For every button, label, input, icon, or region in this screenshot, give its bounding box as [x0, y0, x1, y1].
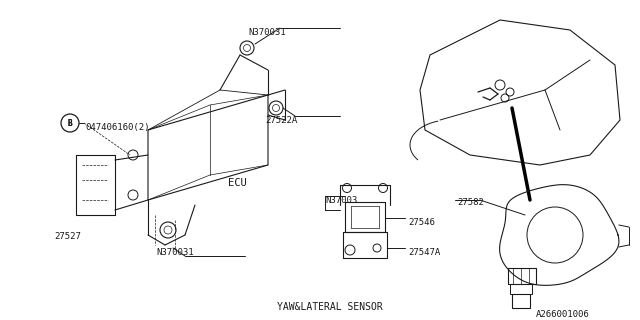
- Bar: [508, 268, 536, 284]
- Text: 047406160(2): 047406160(2): [85, 123, 150, 132]
- Text: 27522A: 27522A: [265, 116, 297, 125]
- Text: A266001006: A266001006: [536, 310, 590, 319]
- Text: 27546: 27546: [408, 218, 435, 227]
- Bar: [510, 284, 532, 294]
- Text: 27527: 27527: [54, 232, 81, 241]
- Text: B: B: [68, 118, 72, 127]
- Text: 27582: 27582: [457, 198, 484, 207]
- Text: YAW&LATERAL SENSOR: YAW&LATERAL SENSOR: [277, 302, 383, 312]
- Text: ECU: ECU: [228, 178, 247, 188]
- Text: N370031: N370031: [248, 28, 285, 37]
- Text: N37003: N37003: [325, 196, 357, 205]
- Text: B: B: [68, 118, 72, 127]
- Text: 27547A: 27547A: [408, 248, 440, 257]
- Bar: [512, 294, 530, 308]
- Text: N370031: N370031: [156, 248, 194, 257]
